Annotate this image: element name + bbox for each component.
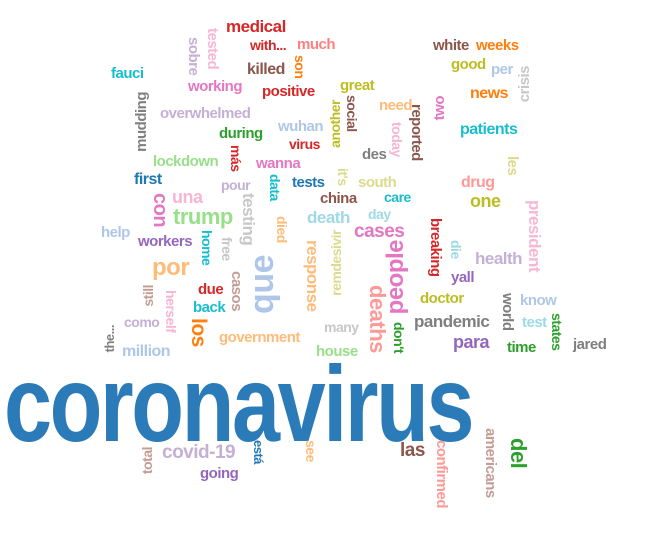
word-les: les	[504, 156, 521, 176]
word-million: million	[122, 343, 171, 360]
word-response: response	[303, 240, 322, 312]
word-many: many	[324, 319, 359, 335]
word-workers: workers	[138, 233, 193, 250]
word-weeks: weeks	[476, 37, 519, 54]
word-pour: pour	[221, 177, 251, 193]
word-remdesivir: remdesivir	[328, 230, 344, 296]
word-die: die	[448, 240, 464, 259]
word-esta: está	[251, 440, 266, 465]
word-trump: trump	[173, 204, 233, 229]
word-pandemic: pandemic	[414, 312, 490, 331]
word-como: como	[124, 314, 160, 330]
word-tests: tests	[292, 174, 325, 191]
word-virus: virus	[289, 136, 320, 152]
word-back: back	[193, 299, 226, 316]
word-social: social	[344, 95, 360, 132]
word-died: died	[274, 216, 290, 243]
word-deaths: deaths	[365, 285, 390, 353]
word-world: world	[499, 293, 516, 331]
word-los: los	[187, 318, 210, 347]
word-health: health	[475, 249, 523, 268]
word-positive: positive	[262, 83, 315, 100]
word-time: time	[507, 339, 536, 356]
word-need: need	[379, 97, 413, 114]
word-good: good	[451, 56, 486, 73]
word-herself: herself	[163, 290, 179, 333]
word-two: two	[431, 96, 448, 121]
word-jared: jared	[573, 336, 607, 353]
word-casos: casos	[228, 271, 245, 312]
word-dont: don't	[391, 322, 407, 354]
word-overwhelmed: overwhelmed	[160, 105, 251, 122]
word-with: with...	[250, 37, 287, 53]
word-much: much	[297, 36, 336, 53]
word-great: great	[340, 77, 375, 94]
word-care: care	[384, 189, 411, 205]
word-free: free	[219, 237, 235, 261]
word-day: day	[368, 206, 391, 222]
word-working: working	[188, 78, 243, 95]
word-first: first	[134, 171, 162, 188]
word-por: por	[152, 254, 190, 281]
word-the: the...	[102, 325, 117, 353]
word-during: during	[219, 125, 263, 142]
word-white: white	[433, 37, 469, 54]
word-per: per	[491, 61, 513, 78]
word-fauci: fauci	[111, 65, 144, 82]
word-help: help	[101, 224, 130, 241]
word-news: news	[470, 85, 509, 102]
word-crisis: crisis	[516, 66, 533, 103]
word-another: another	[327, 100, 343, 148]
word-covid-19: covid-19	[162, 442, 236, 463]
word-patients: patients	[460, 121, 518, 138]
word-states: states	[549, 313, 565, 351]
word-con: con	[149, 193, 171, 228]
word-china: china	[320, 190, 357, 207]
word-wuhan: wuhan	[278, 118, 324, 135]
word-drug: drug	[461, 174, 495, 191]
word-death: death	[307, 208, 350, 227]
word-south: south	[358, 174, 397, 191]
word-sobre: sobre	[185, 37, 202, 76]
word-still: still	[140, 285, 156, 307]
word-mudding: mudding	[133, 92, 150, 152]
word-government: government	[219, 329, 300, 346]
word-que: que	[243, 255, 281, 314]
word-coronavirus: coronavirus	[4, 343, 475, 464]
word-wanna: wanna	[256, 155, 301, 172]
word-one: one	[470, 191, 501, 211]
word-confirmed: confirmed	[433, 440, 450, 509]
word-test: test	[522, 314, 547, 331]
word-breaking: breaking	[427, 218, 444, 277]
word-data: data	[267, 174, 283, 201]
word-president: president	[525, 200, 544, 273]
word-medical: medical	[226, 17, 286, 36]
word-reported: reported	[408, 104, 425, 161]
word-para: para	[453, 332, 490, 352]
word-del: del	[506, 438, 531, 469]
word-due: due	[198, 281, 224, 298]
word-doctor: doctor	[420, 290, 464, 307]
word-yall: yall	[451, 269, 475, 286]
word-total: total	[139, 447, 155, 475]
word-house: house	[316, 343, 358, 360]
word-son: son	[292, 55, 308, 79]
word-americans: americans	[482, 428, 499, 498]
word-home: home	[199, 230, 215, 266]
word-going: going	[200, 465, 239, 482]
word-una: una	[172, 187, 203, 207]
word-mas: más	[228, 145, 244, 172]
word-its: it's	[335, 168, 351, 186]
word-lockdown: lockdown	[153, 153, 219, 170]
word-las: las	[400, 440, 425, 461]
word-testing: testing	[239, 193, 258, 246]
word-des: des	[362, 146, 387, 163]
word-today: today	[389, 122, 405, 157]
word-killed: killed	[247, 61, 285, 78]
word-know: know	[520, 292, 557, 309]
word-tested: tested	[204, 28, 221, 70]
word-cases: cases	[354, 221, 405, 242]
word-see: see	[303, 440, 319, 462]
